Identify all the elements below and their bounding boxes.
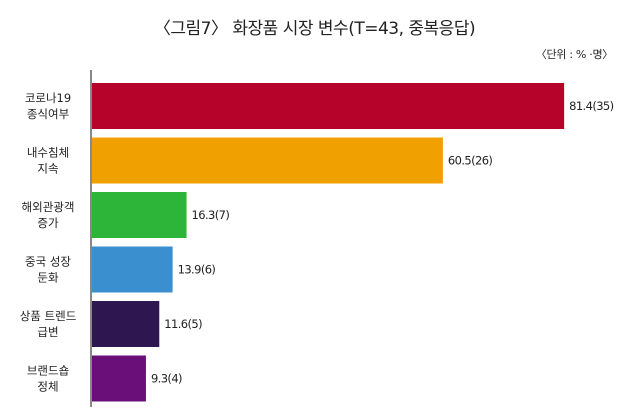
category-label-1-line-1: 코로나19 [25,91,71,105]
category-label-1-line-2: 종식여부 [27,107,69,121]
bars-group [92,83,565,402]
value-label-4: 13.9(6) [178,263,216,277]
category-label-5-line-1: 상품 트렌드 [20,309,77,323]
bar-1 [92,83,565,129]
value-labels: 81.4(35) 60.5(26) 16.3(7) 13.9(6) 11.6(5) 9.3… [151,99,614,386]
category-label-4-line-1: 중국 성장 [25,255,71,269]
category-label-2-line-2: 지속 [37,162,58,176]
value-label-1: 81.4(35) [569,99,614,113]
category-label-5-line-2: 급변 [37,325,58,339]
bar-3 [92,192,187,238]
bar-2 [92,137,443,184]
category-label-4-line-2: 둔화 [37,271,59,285]
unit-label: 〈단위 : % ·명〉 [535,48,614,61]
value-label-5: 11.6(5) [164,317,202,331]
value-label-6: 9.3(4) [151,372,182,386]
bar-6 [92,355,146,402]
category-label-3-line-1: 해외관광객 [22,200,75,214]
value-label-3: 16.3(7) [192,208,230,222]
bar-5 [92,301,160,347]
bar-4 [92,246,173,293]
category-label-6-line-2: 정체 [37,380,58,394]
category-label-2-line-1: 내수침체 [27,146,69,160]
value-label-2: 60.5(26) [448,154,493,168]
category-label-3-line-2: 증가 [37,216,59,230]
category-label-6-line-1: 브랜드숍 [27,364,69,378]
chart-title: 〈그림7〉 화장품 시장 변수(T=43, 중복응답) [153,19,476,39]
